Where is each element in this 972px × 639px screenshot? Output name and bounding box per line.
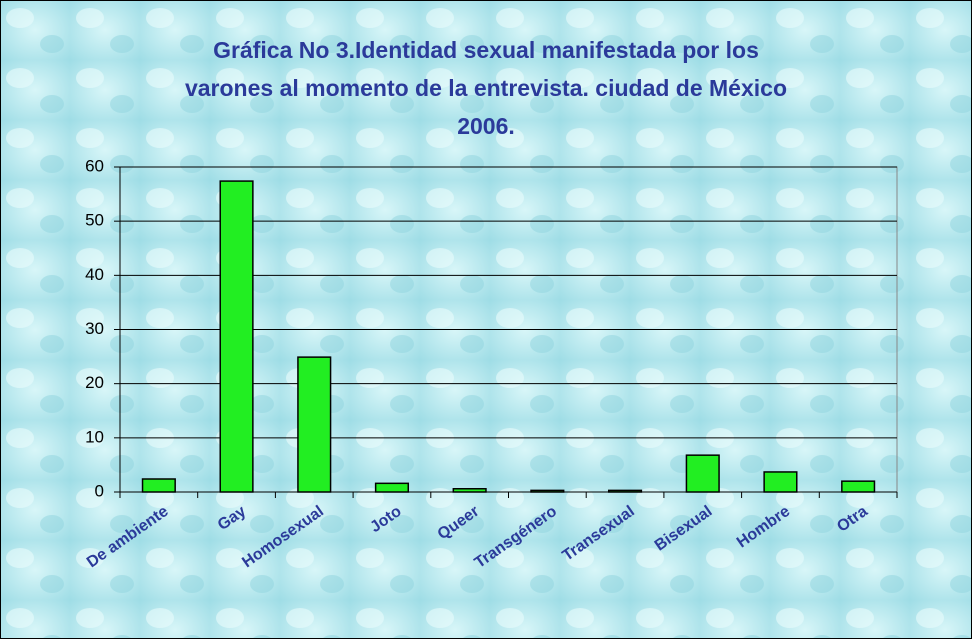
chart-title: Gráfica No 3.Identidad sexual manifestad… (213, 37, 759, 63)
bar (841, 480, 876, 493)
bar (219, 180, 254, 493)
chart-title: varones al momento de la entrevista. ciu… (185, 75, 787, 101)
bar (685, 454, 720, 493)
y-tick-label: 60 (85, 156, 104, 175)
bar (297, 356, 332, 493)
y-tick-label: 10 (85, 427, 104, 446)
y-tick-label: 30 (85, 319, 104, 338)
chart-title: 2006. (457, 113, 515, 139)
y-tick-label: 0 (95, 481, 104, 500)
bar (141, 478, 176, 493)
y-tick-label: 40 (85, 265, 104, 284)
y-tick-label: 50 (85, 211, 104, 230)
bar (763, 471, 798, 493)
bar (374, 482, 410, 493)
y-tick-label: 20 (85, 373, 104, 392)
